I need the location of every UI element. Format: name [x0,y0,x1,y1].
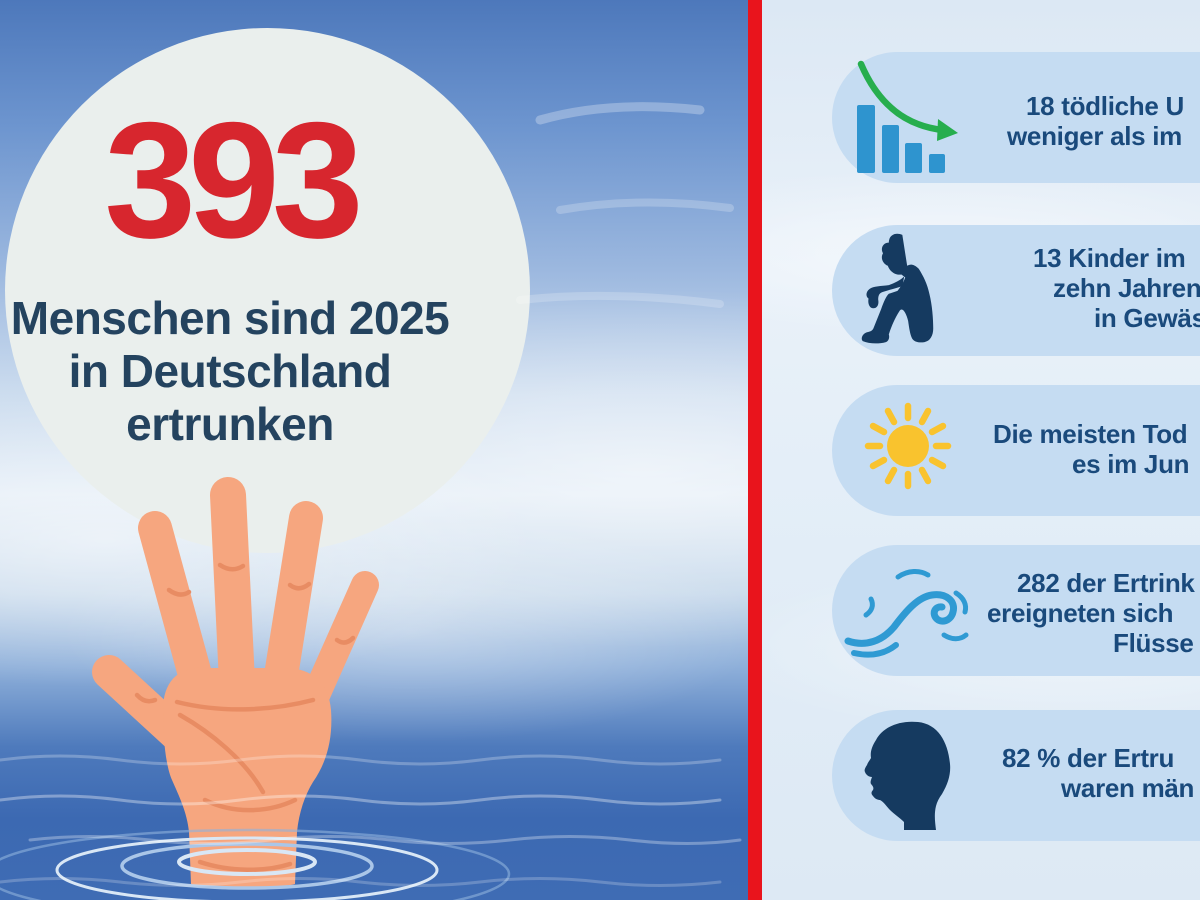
stat-card-children: 13 Kinder im zehn Jahren in Gewäs [832,225,1200,356]
wave-icon [844,569,969,658]
sitting-child-icon [861,233,934,344]
stat-card-male-share: 82 % der Ertru waren män [832,710,1200,841]
stat-card-fewer-accidents: 18 tödliche U weniger als im [832,52,1200,183]
sun-icon [864,402,952,490]
stat-text-line: 82 % der Ertru [1002,743,1175,773]
red-divider [748,0,762,900]
man-profile-icon [864,721,951,830]
drowning-hand-icon [92,477,379,887]
headline-circle [5,28,530,553]
stat-text-line: Die meisten Tod [993,419,1188,449]
right-panel-stats: 18 tödliche U weniger als im 13 Kinder i… [762,0,1200,900]
subtitle-line-1: Menschen sind 2025 [10,292,450,344]
stat-text-line: 18 tödliche U [1026,91,1184,121]
stat-card-month: Die meisten Tod es im Jun [832,385,1200,516]
stat-text-line: in Gewäs [1094,303,1200,333]
stat-text-line: weniger als im [1007,121,1182,151]
stat-text-line: zehn Jahren [1053,273,1200,303]
big-number: 393 [104,88,363,272]
stat-text-line: waren män [1061,773,1195,803]
stat-text-line: 13 Kinder im [1033,243,1186,273]
stat-card-rivers: 282 der Ertrink ereigneten sich Flüsse [832,545,1200,676]
stat-text-line: ereigneten sich [987,598,1174,628]
stat-text-line: Flüsse [1113,628,1194,658]
subtitle-line-2: in Deutschland [68,345,392,397]
stat-text-line: 282 der Ertrink [1017,568,1195,598]
left-panel-water-scene: 393 Menschen sind 2025 in Deutschland er… [0,0,748,900]
water-ripples [0,794,722,900]
subtitle-line-3: ertrunken [126,398,334,450]
stat-text-line: es im Jun [1072,449,1190,479]
headline-subtitle: Menschen sind 2025 in Deutschland ertrun… [0,292,460,451]
declining-bar-chart-icon [857,60,958,173]
